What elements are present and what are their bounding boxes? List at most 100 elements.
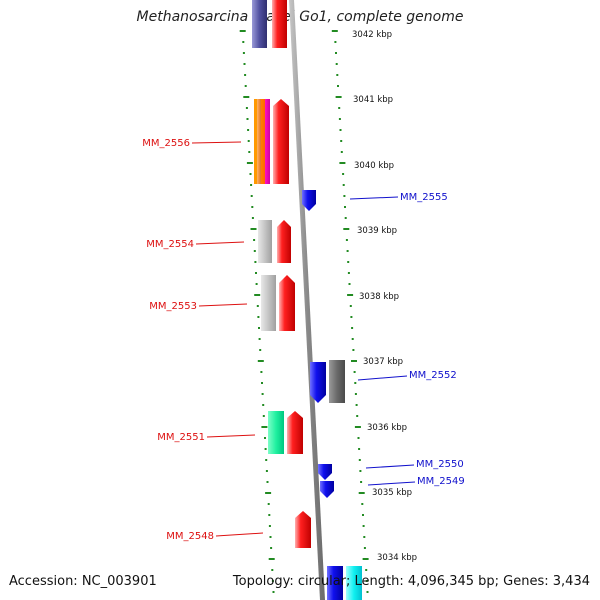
leader-line — [195, 241, 245, 245]
gene-arrow-mm2554 — [277, 220, 291, 263]
gene-arrow-mm2549 — [320, 481, 334, 498]
right-guide-dot — [343, 228, 350, 230]
gene-block-multicolor — [254, 99, 270, 184]
leader-line — [349, 196, 399, 200]
left-guide-dot — [247, 129, 250, 131]
gene-arrow-mm2548 — [295, 511, 311, 548]
right-guide-dot — [335, 52, 337, 54]
left-guide-dot — [271, 580, 274, 582]
left-guide-dot — [246, 118, 249, 120]
leader-line — [367, 481, 416, 486]
left-guide-dot — [244, 74, 247, 76]
right-guide-dot — [343, 195, 346, 197]
right-guide-dot — [359, 470, 362, 472]
dotted-guides — [239, 30, 369, 593]
left-guide-dot — [268, 525, 271, 527]
left-guide-dot — [266, 481, 269, 483]
right-guide-dot — [361, 503, 364, 505]
right-guide-dot — [363, 547, 366, 549]
right-guide-dot — [362, 525, 365, 527]
right-guide-dot — [358, 448, 361, 450]
right-guide-dot — [360, 481, 363, 483]
right-guide-dot — [347, 261, 350, 263]
right-guide-dot — [340, 151, 343, 153]
left-guide-dot — [247, 140, 250, 142]
right-guide-dot — [351, 338, 354, 340]
left-guide-dot — [250, 184, 253, 186]
kbp-scale: 3042 kbp 3041 kbp 3040 kbp 3039 kbp 3038… — [352, 30, 417, 563]
gene-block-grey-2553 — [261, 275, 276, 331]
accession-text: Accession: NC_003901 — [9, 574, 157, 589]
left-guide-dot — [271, 569, 274, 571]
right-guide-dot — [344, 217, 347, 219]
left-guide-dot — [255, 272, 257, 274]
right-guide-dot — [358, 492, 365, 494]
gene-arrow-mm2552 — [310, 362, 326, 403]
left-guide-dot — [250, 228, 257, 230]
right-guide-dot — [339, 129, 342, 131]
right-guide-dot — [362, 558, 369, 560]
right-guide-dot — [339, 162, 346, 164]
right-guide-dot — [349, 305, 352, 307]
left-guide-dot — [251, 206, 254, 208]
left-guide-dot — [268, 558, 275, 560]
right-guide-dot — [335, 96, 342, 98]
right-guide-dot — [336, 74, 339, 76]
kbp-tick-label: 3038 kbp — [359, 292, 399, 302]
right-guide-dot — [352, 349, 355, 351]
gene-label-mm2548: MM_2548 — [166, 531, 214, 542]
left-guide-dot — [246, 162, 253, 164]
right-guide-dot — [344, 206, 346, 208]
left-guide-dot — [254, 294, 261, 296]
forward-gene-labels: MM_2556 MM_2554 MM_2553 MM_2551 MM_2548 — [142, 138, 264, 542]
right-guide-dot — [354, 426, 361, 428]
right-guide-dot — [351, 327, 354, 329]
leader-line — [215, 532, 264, 537]
left-guide-dot — [254, 261, 257, 263]
left-guide-dot — [265, 459, 268, 461]
gene-block-grey-2554 — [258, 220, 272, 263]
right-guide-dot — [331, 30, 338, 32]
gene-label-mm2550: MM_2550 — [416, 459, 464, 470]
gene-arrow-mm2556 — [273, 99, 289, 184]
gene-arrow-mm2555 — [302, 190, 316, 211]
kbp-tick-label: 3041 kbp — [353, 95, 393, 105]
gene-block-cyan-bottom — [346, 566, 362, 600]
left-guide-dot — [243, 96, 250, 98]
right-guide-dot — [342, 184, 345, 186]
right-guide-dot — [338, 118, 341, 120]
right-guide-dot — [335, 63, 338, 65]
left-guide-dot — [245, 107, 248, 109]
reverse-gene-labels: MM_2555 MM_2552 MM_2550 MM_2549 — [349, 192, 465, 487]
right-guide-dot — [354, 382, 357, 384]
left-guide-dot — [255, 283, 258, 285]
left-guide-dot — [258, 338, 261, 340]
right-guide-dot — [366, 591, 369, 593]
right-guide-dot — [345, 239, 348, 241]
topology-text: Topology: circular; Length: 4,096,345 bp… — [232, 574, 590, 589]
right-guide-dot — [365, 569, 368, 571]
gene-block-blue-bottom — [327, 566, 343, 600]
left-guide-dot — [259, 349, 262, 351]
gene-label-mm2549: MM_2549 — [417, 476, 465, 487]
right-guide-dot — [365, 580, 368, 582]
kbp-tick-label: 3039 kbp — [357, 226, 397, 236]
leader-line — [191, 141, 242, 144]
left-guide-dot — [253, 239, 256, 241]
left-guide-dot — [253, 250, 256, 252]
forward-genes — [252, 0, 311, 548]
right-guide-dot — [358, 459, 361, 461]
gene-label-mm2553: MM_2553 — [149, 301, 197, 312]
right-guide-dot — [357, 437, 360, 439]
left-guide-dot — [261, 393, 264, 395]
kbp-tick-label: 3037 kbp — [363, 357, 403, 367]
gene-block-darkgrey-2552 — [329, 360, 345, 403]
kbp-tick-label: 3036 kbp — [367, 423, 407, 433]
left-guide-dot — [242, 41, 245, 43]
left-guide-dot — [249, 173, 252, 175]
left-guide-dot — [261, 426, 268, 428]
left-guide-dot — [262, 415, 265, 417]
right-guide-dot — [356, 415, 359, 417]
leader-line — [198, 303, 248, 307]
